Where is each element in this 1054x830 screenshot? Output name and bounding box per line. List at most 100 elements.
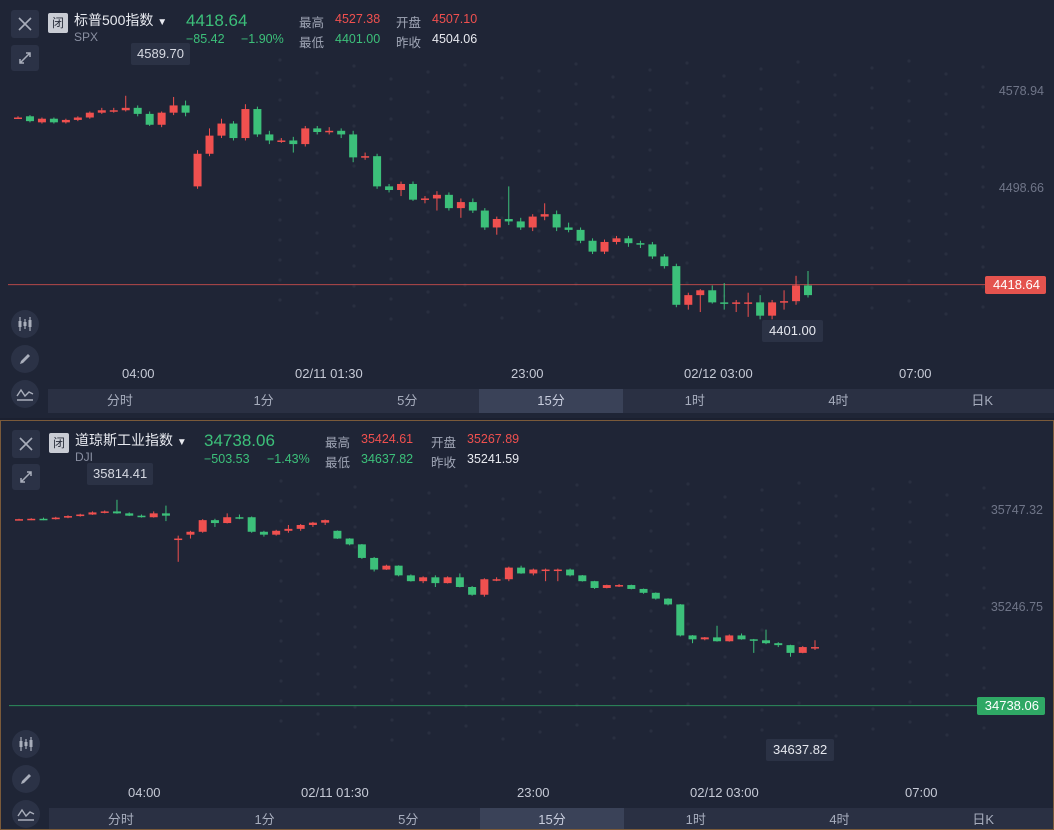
low-value: 34637.82	[361, 452, 414, 466]
index-code: SPX	[74, 30, 99, 44]
candle	[25, 115, 34, 123]
candle	[553, 568, 562, 582]
candle	[455, 573, 464, 588]
candle	[289, 136, 298, 153]
close-panel-button[interactable]	[12, 430, 40, 458]
open-label: 开盘	[396, 16, 422, 30]
open-value: 4507.10	[432, 12, 478, 26]
x-axis-label: 04:00	[122, 366, 155, 381]
index-name-dropdown[interactable]: 标普500指数 ▼	[74, 10, 167, 30]
chart-low-marker: 34637.82	[766, 739, 835, 761]
tab-1hour[interactable]: 1时	[684, 393, 705, 408]
tab-5min[interactable]: 5分	[398, 812, 419, 827]
candle	[419, 576, 428, 584]
candle	[566, 568, 575, 577]
candle	[149, 511, 158, 518]
x-axis-label: 02/11 01:30	[301, 785, 369, 800]
candle	[688, 635, 697, 644]
candle	[361, 152, 370, 160]
candle	[792, 275, 801, 305]
candle	[313, 125, 322, 135]
draw-tool-button[interactable]	[11, 345, 39, 373]
tab-5min[interactable]: 5分	[397, 393, 418, 408]
expand-icon	[20, 471, 32, 483]
candle	[780, 290, 789, 310]
candle	[321, 519, 330, 525]
candle	[578, 574, 587, 582]
last-price-tag: 4418.64	[985, 276, 1046, 294]
close-icon	[19, 437, 33, 451]
candle	[112, 499, 121, 514]
candle	[259, 530, 268, 537]
prev-close-label: 昨收	[431, 456, 457, 470]
candle	[744, 292, 753, 317]
candle	[217, 118, 226, 139]
current-price: 4418.64	[186, 11, 248, 30]
candle	[664, 598, 673, 606]
candle	[229, 121, 238, 141]
prev-close-label: 昨收	[396, 36, 422, 50]
candle	[700, 636, 709, 641]
candle	[265, 130, 274, 145]
high-value: 4527.38	[335, 12, 381, 26]
candle	[804, 270, 812, 298]
draw-tool-button[interactable]	[12, 765, 40, 793]
expand-panel-button[interactable]	[12, 464, 40, 490]
candle	[61, 118, 70, 124]
tab-1min[interactable]: 1分	[253, 393, 274, 408]
x-axis-label: 23:00	[511, 366, 544, 381]
tab-4hour[interactable]: 4时	[828, 393, 849, 408]
candle	[37, 117, 46, 124]
spx-candlestick-chart[interactable]	[0, 0, 1054, 390]
candle	[409, 181, 417, 201]
chart-type-button[interactable]	[12, 730, 40, 758]
candle	[762, 629, 771, 645]
close-panel-button[interactable]	[11, 10, 39, 38]
tab-timeshare[interactable]: 分时	[106, 393, 133, 408]
tab-daily[interactable]: 日K	[971, 393, 993, 408]
candle	[708, 285, 717, 304]
candle	[443, 576, 452, 584]
tab-15min[interactable]: 15分	[479, 389, 623, 413]
candle	[517, 565, 526, 574]
candle	[615, 584, 624, 587]
candle	[786, 644, 795, 657]
candle	[39, 517, 48, 521]
candle	[49, 117, 58, 124]
tab-daily[interactable]: 日K	[972, 812, 994, 827]
low-value: 4401.00	[335, 32, 381, 46]
close-icon	[18, 17, 32, 31]
index-name-dropdown[interactable]: 道琼斯工业指数 ▼	[75, 430, 187, 450]
open-label: 开盘	[431, 436, 457, 450]
candle	[564, 222, 573, 233]
chart-type-button[interactable]	[11, 310, 39, 338]
indicator-button[interactable]	[11, 380, 39, 408]
x-axis-label: 02/11 01:30	[295, 366, 363, 381]
candle	[528, 214, 537, 232]
candle	[541, 568, 550, 582]
pencil-icon	[21, 774, 31, 784]
candle	[100, 510, 109, 514]
candle	[431, 575, 440, 587]
tab-1min[interactable]: 1分	[254, 812, 275, 827]
tab-1hour[interactable]: 1时	[685, 812, 706, 827]
candle	[385, 183, 394, 193]
candle	[14, 116, 22, 120]
candle	[627, 584, 636, 590]
candle	[85, 111, 94, 119]
candle	[648, 241, 657, 259]
candle	[145, 111, 154, 126]
candle	[468, 586, 477, 596]
y-axis-label: 35747.32	[990, 503, 1043, 517]
expand-panel-button[interactable]	[11, 45, 39, 71]
dji-candlestick-chart[interactable]	[1, 421, 1053, 806]
candle	[737, 633, 746, 640]
indicator-button[interactable]	[12, 800, 40, 828]
candle	[516, 217, 525, 230]
candle	[137, 514, 146, 518]
tab-4hour[interactable]: 4时	[829, 812, 850, 827]
tab-timeshare[interactable]: 分时	[107, 812, 134, 827]
chart-high-marker: 35814.41	[87, 463, 154, 485]
tab-15min[interactable]: 15分	[480, 808, 624, 829]
candle	[798, 646, 807, 654]
